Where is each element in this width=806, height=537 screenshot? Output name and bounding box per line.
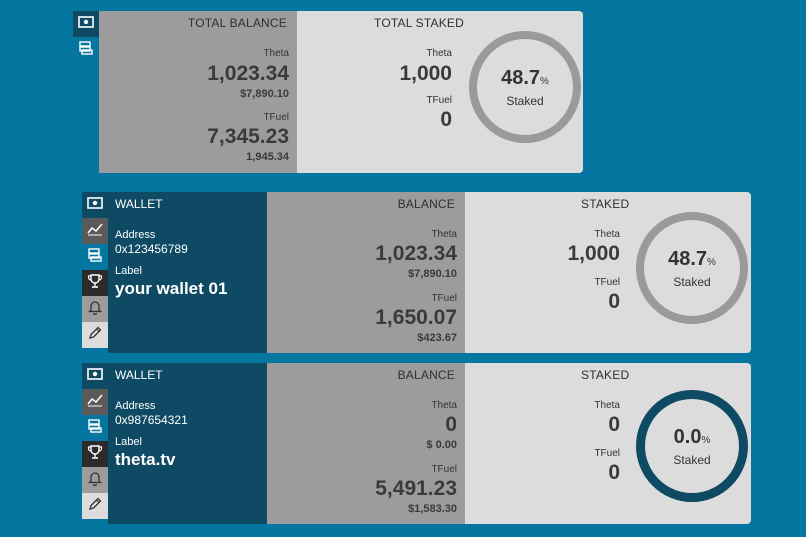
wallet-tfuel-usd: $1,583.30 bbox=[408, 503, 457, 515]
summary-card: TOTAL BALANCE Theta 1,023.34 $7,890.10 T… bbox=[73, 11, 583, 173]
wallet-balance-panel: BALANCE Theta 1,023.34 $7,890.10 TFuel 1… bbox=[267, 192, 465, 353]
stack-icon bbox=[87, 418, 103, 439]
wallet-header: WALLET bbox=[115, 368, 163, 382]
wallet-tab-rewards[interactable] bbox=[82, 441, 108, 467]
wallet-staked-tfuel-label: TFuel bbox=[594, 277, 620, 288]
summary-tabs bbox=[73, 11, 99, 173]
wallet-icon bbox=[87, 195, 103, 216]
summary-theta-label: Theta bbox=[263, 48, 289, 59]
summary-staked-tfuel-label: TFuel bbox=[426, 95, 452, 106]
wallet-tab-overview[interactable] bbox=[82, 363, 108, 389]
summary-tab-wallet[interactable] bbox=[73, 11, 99, 37]
wallet-address[interactable]: 0x123456789 bbox=[115, 242, 188, 256]
wallet-staked-theta-label: Theta bbox=[594, 400, 620, 411]
summary-theta-usd: $7,890.10 bbox=[240, 88, 289, 100]
wallet-theta-balance: 0 bbox=[445, 413, 457, 436]
wallet-staked-tfuel-label: TFuel bbox=[594, 448, 620, 459]
summary-balance-panel: TOTAL BALANCE Theta 1,023.34 $7,890.10 T… bbox=[99, 11, 297, 173]
wallet-address-label: Address bbox=[115, 400, 156, 412]
summary-tfuel-balance: 7,345.23 bbox=[207, 125, 289, 148]
wallet-label-label: Label bbox=[115, 265, 142, 277]
wallet-tfuel-usd: $423.67 bbox=[417, 332, 457, 344]
wallet-tab-stake[interactable] bbox=[82, 415, 108, 441]
summary-tab-stake[interactable] bbox=[73, 37, 99, 63]
summary-tfuel-label: TFuel bbox=[263, 112, 289, 123]
summary-tfuel-usd: 1,945.34 bbox=[246, 151, 289, 163]
summary-staked-panel: TOTAL STAKED Theta 1,000 TFuel 0 48.7% S… bbox=[297, 11, 583, 173]
wallet-info-panel: WALLET Address 0x987654321 Label theta.t… bbox=[108, 363, 267, 524]
wallet-tab-stake[interactable] bbox=[82, 244, 108, 270]
stack-icon bbox=[78, 40, 94, 61]
wallet-tab-alerts[interactable] bbox=[82, 296, 108, 322]
wallet-theta-usd: $7,890.10 bbox=[408, 268, 457, 280]
pencil-icon bbox=[87, 496, 103, 517]
wallet-address[interactable]: 0x987654321 bbox=[115, 413, 188, 427]
wallet-staked-panel: STAKED Theta 0 TFuel 0 0.0% Staked bbox=[465, 363, 751, 524]
wallet-info-panel: WALLET Address 0x123456789 Label your wa… bbox=[108, 192, 267, 353]
wallet-tfuel-label: TFuel bbox=[431, 464, 457, 475]
summary-staked-percent: 48.7% bbox=[501, 66, 549, 89]
wallet-staked-label: Staked bbox=[673, 274, 711, 289]
wallet-address-label: Address bbox=[115, 229, 156, 241]
wallet-staked-tfuel: 0 bbox=[608, 290, 620, 313]
summary-staked-header: TOTAL STAKED bbox=[374, 16, 464, 30]
wallet-header: WALLET bbox=[115, 197, 163, 211]
trophy-icon bbox=[87, 273, 103, 294]
wallet-tfuel-balance: 5,491.23 bbox=[375, 477, 457, 500]
wallet-tabs bbox=[82, 192, 108, 353]
wallet-label-label: Label bbox=[115, 436, 142, 448]
chart-icon bbox=[87, 392, 103, 413]
summary-theta-balance: 1,023.34 bbox=[207, 62, 289, 85]
chart-icon bbox=[87, 221, 103, 242]
wallet-tab-alerts[interactable] bbox=[82, 467, 108, 493]
wallet-tfuel-label: TFuel bbox=[431, 293, 457, 304]
wallet-staked-percent: 0.0% bbox=[673, 425, 711, 448]
summary-balance-header: TOTAL BALANCE bbox=[187, 16, 287, 30]
wallet-tabs bbox=[82, 363, 108, 524]
bell-icon bbox=[87, 470, 103, 491]
wallet-staked-panel: STAKED Theta 1,000 TFuel 0 48.7% Staked bbox=[465, 192, 751, 353]
wallet-balance-panel: BALANCE Theta 0 $ 0.00 TFuel 5,491.23 $1… bbox=[267, 363, 465, 524]
wallet-card: WALLET Address 0x123456789 Label your wa… bbox=[82, 192, 751, 353]
wallet-staked-tfuel: 0 bbox=[608, 461, 620, 484]
wallet-tab-edit[interactable] bbox=[82, 322, 108, 348]
summary-staked-tfuel: 0 bbox=[440, 108, 452, 131]
wallet-card: WALLET Address 0x987654321 Label theta.t… bbox=[82, 363, 751, 524]
wallet-icon bbox=[87, 366, 103, 387]
wallet-tab-chart[interactable] bbox=[82, 218, 108, 244]
wallet-balance-header: BALANCE bbox=[397, 368, 455, 382]
wallet-tab-overview[interactable] bbox=[82, 192, 108, 218]
wallet-tab-edit[interactable] bbox=[82, 493, 108, 519]
wallet-theta-usd: $ 0.00 bbox=[426, 439, 457, 451]
wallet-theta-label: Theta bbox=[431, 400, 457, 411]
wallet-staked-theta: 0 bbox=[608, 413, 620, 436]
summary-staked-label: Staked bbox=[506, 93, 544, 108]
wallet-theta-label: Theta bbox=[431, 229, 457, 240]
wallet-balance-header: BALANCE bbox=[397, 197, 455, 211]
trophy-icon bbox=[87, 444, 103, 465]
wallet-label: theta.tv bbox=[115, 450, 176, 469]
wallet-staked-header: STAKED bbox=[581, 368, 630, 382]
stack-icon bbox=[87, 247, 103, 268]
wallet-staked-header: STAKED bbox=[581, 197, 630, 211]
bell-icon bbox=[87, 299, 103, 320]
wallet-icon bbox=[78, 14, 94, 35]
wallet-staked-percent: 48.7% bbox=[668, 247, 716, 270]
wallet-staked-label: Staked bbox=[673, 452, 711, 467]
summary-staked-theta-label: Theta bbox=[426, 48, 452, 59]
wallet-staked-ring: 48.7% Staked bbox=[636, 212, 748, 324]
wallet-staked-ring: 0.0% Staked bbox=[636, 390, 748, 502]
wallet-tab-rewards[interactable] bbox=[82, 270, 108, 296]
wallet-theta-balance: 1,023.34 bbox=[375, 242, 457, 265]
wallet-staked-theta: 1,000 bbox=[567, 242, 620, 265]
pencil-icon bbox=[87, 325, 103, 346]
wallet-tfuel-balance: 1,650.07 bbox=[375, 306, 457, 329]
summary-staked-ring: 48.7% Staked bbox=[469, 31, 581, 143]
wallet-label: your wallet 01 bbox=[115, 279, 228, 298]
wallet-staked-theta-label: Theta bbox=[594, 229, 620, 240]
wallet-tab-chart[interactable] bbox=[82, 389, 108, 415]
summary-staked-theta: 1,000 bbox=[399, 62, 452, 85]
